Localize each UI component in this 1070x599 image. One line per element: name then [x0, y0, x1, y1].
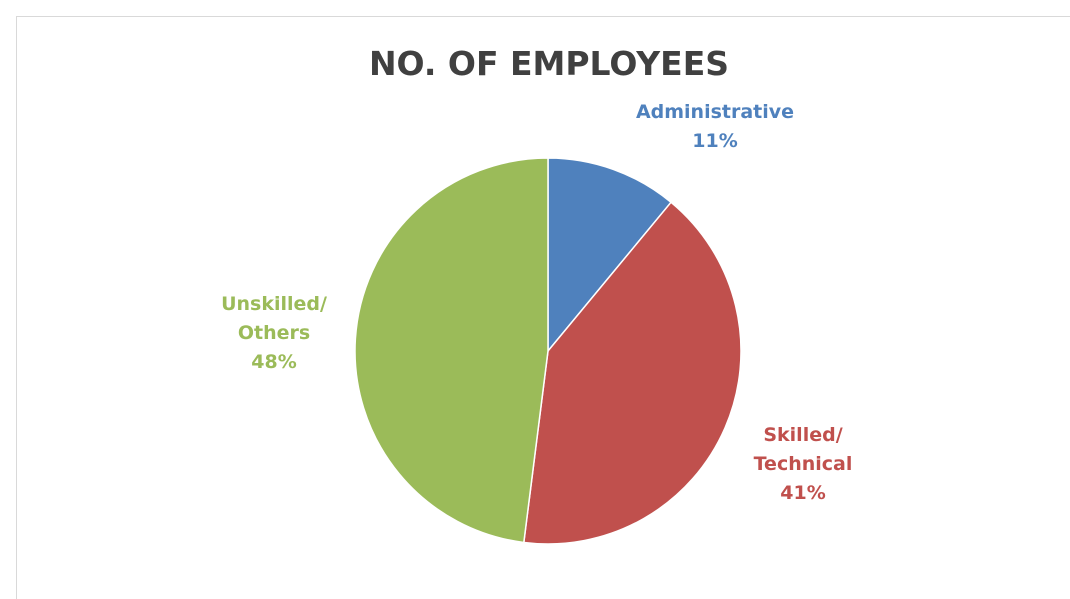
- data-label-unskilled-others: Unskilled/Others 48%: [221, 293, 327, 373]
- data-label-percent: 48%: [251, 351, 296, 373]
- data-label-text: Unskilled/: [221, 293, 327, 315]
- pie-labels: Administrative 11% Skilled/Technical 41% Uns…: [221, 101, 852, 504]
- data-label-percent: 11%: [692, 130, 737, 152]
- data-label-percent: 41%: [780, 482, 825, 504]
- data-label-skilled-technical: Skilled/Technical 41%: [754, 424, 853, 504]
- chart-title: NO. OF EMPLOYEES: [368, 44, 730, 83]
- data-label-text: Others: [238, 322, 310, 344]
- pie-slice-unskilled-others: [354, 157, 549, 544]
- pie-slices: [354, 157, 742, 545]
- data-label-text: Skilled/: [763, 424, 842, 446]
- pie-slice-skilled-technical: [522, 201, 742, 545]
- data-label-text: Administrative: [636, 101, 794, 123]
- pie-slice-administrative: [547, 157, 673, 354]
- data-label-administrative: Administrative 11%: [636, 101, 794, 152]
- data-label-text: Technical: [754, 453, 853, 475]
